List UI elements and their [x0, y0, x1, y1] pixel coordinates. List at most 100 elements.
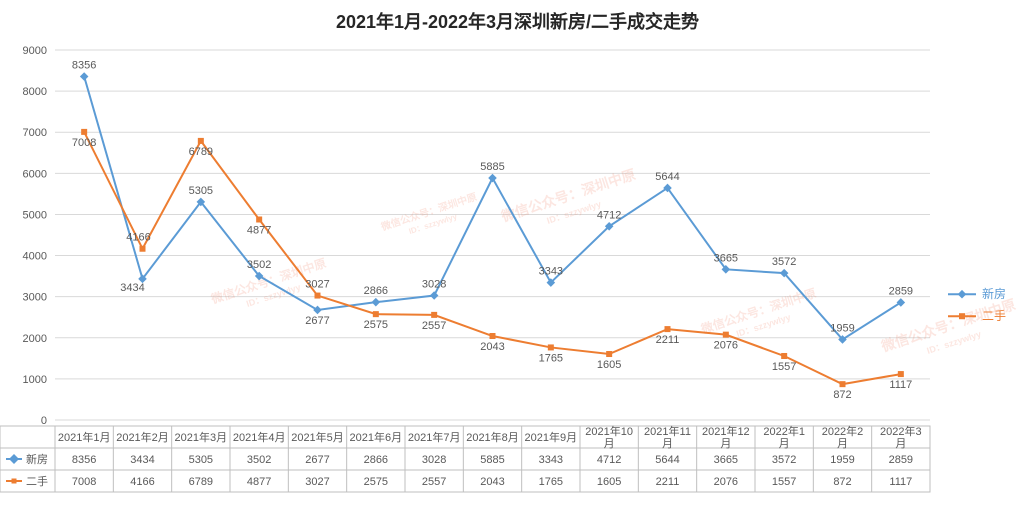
data-label: 2043 — [480, 341, 504, 353]
data-label: 1117 — [889, 379, 912, 391]
data-label: 5305 — [189, 185, 213, 197]
data-label: 2859 — [889, 285, 913, 297]
table-col-header: 2021年8月 — [466, 430, 519, 444]
chart-title: 2021年1月-2022年3月深圳新房/二手成交走势 — [336, 11, 699, 32]
table-cell: 3027 — [305, 476, 329, 488]
svg-text:月: 月 — [779, 438, 790, 450]
marker — [490, 333, 496, 339]
table-cell: 5644 — [655, 454, 679, 466]
table-cell: 5305 — [189, 454, 213, 466]
table-cell: 1557 — [772, 476, 796, 488]
table-col-header: 2021年6月 — [350, 430, 403, 444]
data-label: 4712 — [597, 209, 621, 221]
svg-text:月: 月 — [720, 438, 731, 450]
marker — [840, 381, 846, 387]
table-cell: 2866 — [364, 454, 388, 466]
table-cell: 2859 — [889, 454, 913, 466]
data-label: 1959 — [830, 322, 854, 334]
table-cell: 2575 — [364, 476, 388, 488]
marker — [198, 138, 204, 144]
table-col-header: 2021年11 — [644, 424, 691, 438]
table-cell: 6789 — [189, 476, 213, 488]
table-cell: 8356 — [72, 454, 96, 466]
table-cell: 5885 — [480, 454, 504, 466]
y-tick-label: 0 — [41, 415, 47, 427]
table-col-header: 2021年9月 — [525, 430, 578, 444]
table-row-label: 新房 — [26, 452, 48, 466]
table-col-header: 2021年10 — [585, 424, 633, 438]
legend-label: 新房 — [982, 286, 1006, 301]
data-label: 3572 — [772, 256, 796, 268]
marker — [81, 129, 87, 135]
y-tick-label: 1000 — [23, 374, 47, 386]
table-cell: 1765 — [539, 476, 563, 488]
data-label: 3502 — [247, 259, 271, 271]
table-cell: 4877 — [247, 476, 271, 488]
table-cell: 1605 — [597, 476, 621, 488]
y-tick-label: 5000 — [23, 209, 47, 221]
table-col-header: 2021年4月 — [233, 430, 286, 444]
svg-text:月: 月 — [604, 438, 615, 450]
svg-text:月: 月 — [895, 438, 906, 450]
marker — [431, 312, 437, 318]
table-cell: 2076 — [714, 476, 738, 488]
table-cell: 1117 — [889, 476, 912, 488]
table-col-header: 2022年1 — [763, 424, 805, 438]
data-label: 2557 — [422, 320, 446, 332]
data-label: 3028 — [422, 279, 446, 291]
data-label: 8356 — [72, 59, 96, 71]
data-label: 5885 — [480, 161, 504, 173]
marker — [723, 332, 729, 338]
data-label: 1605 — [597, 359, 621, 371]
data-label: 3434 — [120, 282, 144, 294]
data-label: 5644 — [655, 171, 679, 183]
table-col-header: 2021年2月 — [116, 430, 169, 444]
y-tick-label: 2000 — [23, 333, 47, 345]
table-cell: 3028 — [422, 454, 446, 466]
table-cell: 4166 — [130, 476, 154, 488]
data-label: 1765 — [539, 352, 563, 364]
data-label: 3027 — [305, 279, 329, 291]
y-tick-label: 4000 — [23, 251, 47, 263]
marker — [256, 217, 262, 223]
data-label: 1557 — [772, 361, 796, 373]
table-cell: 1959 — [830, 454, 854, 466]
data-label: 4877 — [247, 225, 271, 237]
svg-text:月: 月 — [662, 438, 673, 450]
data-label: 3343 — [539, 266, 563, 278]
table-col-header: 2021年7月 — [408, 430, 461, 444]
table-cell: 3434 — [130, 454, 154, 466]
table-col-header: 2021年1月 — [58, 430, 111, 444]
table-cell: 2043 — [480, 476, 504, 488]
marker — [373, 311, 379, 317]
data-label: 6789 — [189, 146, 213, 158]
table-cell: 3572 — [772, 454, 796, 466]
data-label: 4166 — [126, 232, 150, 244]
table-cell: 2677 — [305, 454, 329, 466]
line-chart: 2021年1月-2022年3月深圳新房/二手成交走势 0 1000 2000 3000 4… — [0, 0, 1035, 525]
svg-text:月: 月 — [837, 438, 848, 450]
marker — [315, 293, 321, 299]
table-col-header: 2022年2 — [822, 424, 864, 438]
y-tick-label: 8000 — [23, 86, 47, 98]
data-label: 2575 — [364, 319, 388, 331]
y-tick-label: 3000 — [23, 292, 47, 304]
legend-label: 二手 — [982, 309, 1006, 323]
table-cell: 2211 — [656, 476, 680, 488]
marker — [548, 344, 554, 350]
table-cell: 4712 — [597, 454, 621, 466]
marker — [606, 351, 612, 357]
data-label: 872 — [833, 389, 851, 401]
table-cell: 3665 — [714, 454, 738, 466]
table-cell: 3502 — [247, 454, 271, 466]
marker — [781, 353, 787, 359]
data-label: 2677 — [305, 315, 329, 327]
y-tick-label: 7000 — [23, 127, 47, 139]
y-tick-label: 9000 — [23, 45, 47, 57]
data-label: 2211 — [656, 334, 680, 346]
table-cell: 3343 — [539, 454, 563, 466]
marker — [140, 246, 146, 252]
table-col-header: 2021年3月 — [175, 430, 228, 444]
table-col-header: 2022年3 — [880, 424, 922, 438]
y-tick-label: 6000 — [23, 168, 47, 180]
